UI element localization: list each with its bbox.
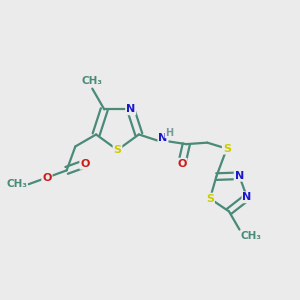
Text: CH₃: CH₃: [6, 179, 27, 189]
Text: N: N: [158, 133, 168, 143]
Text: O: O: [80, 159, 90, 169]
Text: S: S: [223, 144, 231, 154]
Text: S: S: [113, 145, 122, 155]
Text: N: N: [126, 104, 135, 114]
Text: CH₃: CH₃: [82, 76, 103, 86]
Text: O: O: [42, 172, 52, 183]
Text: O: O: [177, 159, 187, 169]
Text: S: S: [206, 194, 214, 204]
Text: H: H: [165, 128, 173, 138]
Text: N: N: [235, 171, 244, 181]
Text: CH₃: CH₃: [241, 231, 262, 241]
Text: N: N: [242, 192, 252, 202]
